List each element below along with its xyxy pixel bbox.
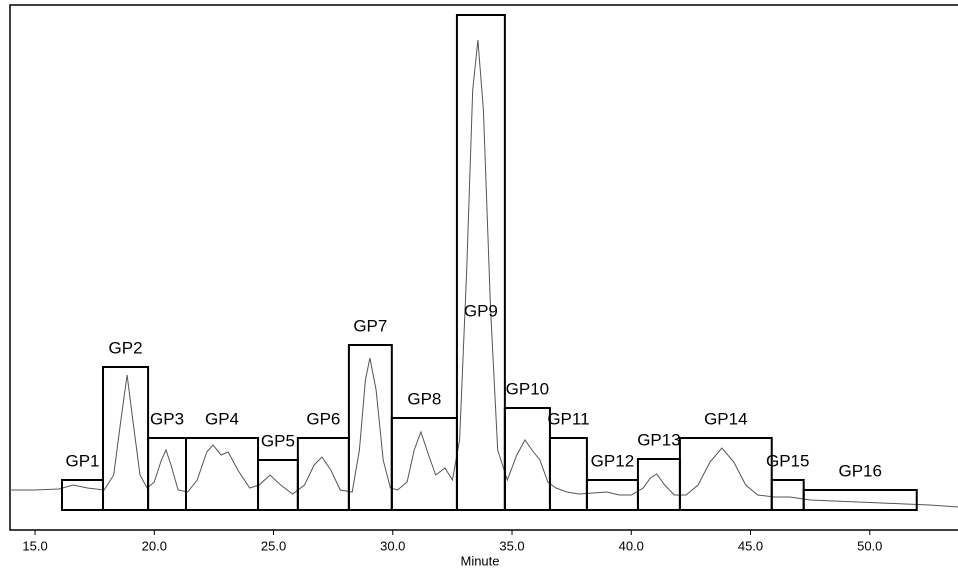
box-label: GP13 — [637, 430, 680, 449]
box-label: GP10 — [506, 379, 549, 398]
x-tick-label: 20.0 — [142, 538, 167, 553]
fraction-box — [147, 437, 188, 511]
fraction-box — [185, 437, 260, 511]
x-tick-label: 50.0 — [857, 538, 882, 553]
fraction-box — [390, 417, 458, 511]
fraction-box — [503, 407, 551, 511]
box-label: GP7 — [353, 316, 387, 335]
x-axis-label: Minute — [460, 553, 499, 568]
x-tick-label: 35.0 — [499, 538, 524, 553]
plot-frame — [9, 4, 958, 531]
x-tick-label: 15.0 — [22, 538, 47, 553]
box-label: GP14 — [704, 409, 747, 428]
fraction-box — [296, 437, 350, 511]
box-label: GP8 — [407, 389, 441, 408]
x-tick-label: 45.0 — [738, 538, 763, 553]
fraction-box — [347, 344, 393, 511]
box-label: GP3 — [150, 409, 184, 428]
fraction-box — [548, 437, 588, 511]
box-label: GP16 — [838, 461, 881, 480]
fraction-box — [678, 437, 773, 511]
fraction-box — [802, 489, 918, 511]
trace-line — [10, 39, 958, 508]
box-label: GP1 — [65, 451, 99, 470]
x-tick-label: 25.0 — [261, 538, 286, 553]
fraction-box — [770, 479, 805, 511]
box-label: GP12 — [591, 451, 634, 470]
box-label: GP5 — [261, 431, 295, 450]
box-label: GP4 — [205, 409, 239, 428]
fraction-box — [257, 459, 299, 511]
fraction-box — [455, 14, 506, 511]
x-tick-label: 40.0 — [619, 538, 644, 553]
box-label: GP9 — [464, 301, 498, 320]
box-label: GP6 — [306, 409, 340, 428]
fraction-box — [636, 458, 681, 511]
box-label: GP2 — [109, 338, 143, 357]
x-tick-label: 30.0 — [380, 538, 405, 553]
box-label: GP11 — [547, 409, 589, 428]
fraction-box — [60, 479, 105, 511]
box-label: GP15 — [766, 451, 809, 470]
